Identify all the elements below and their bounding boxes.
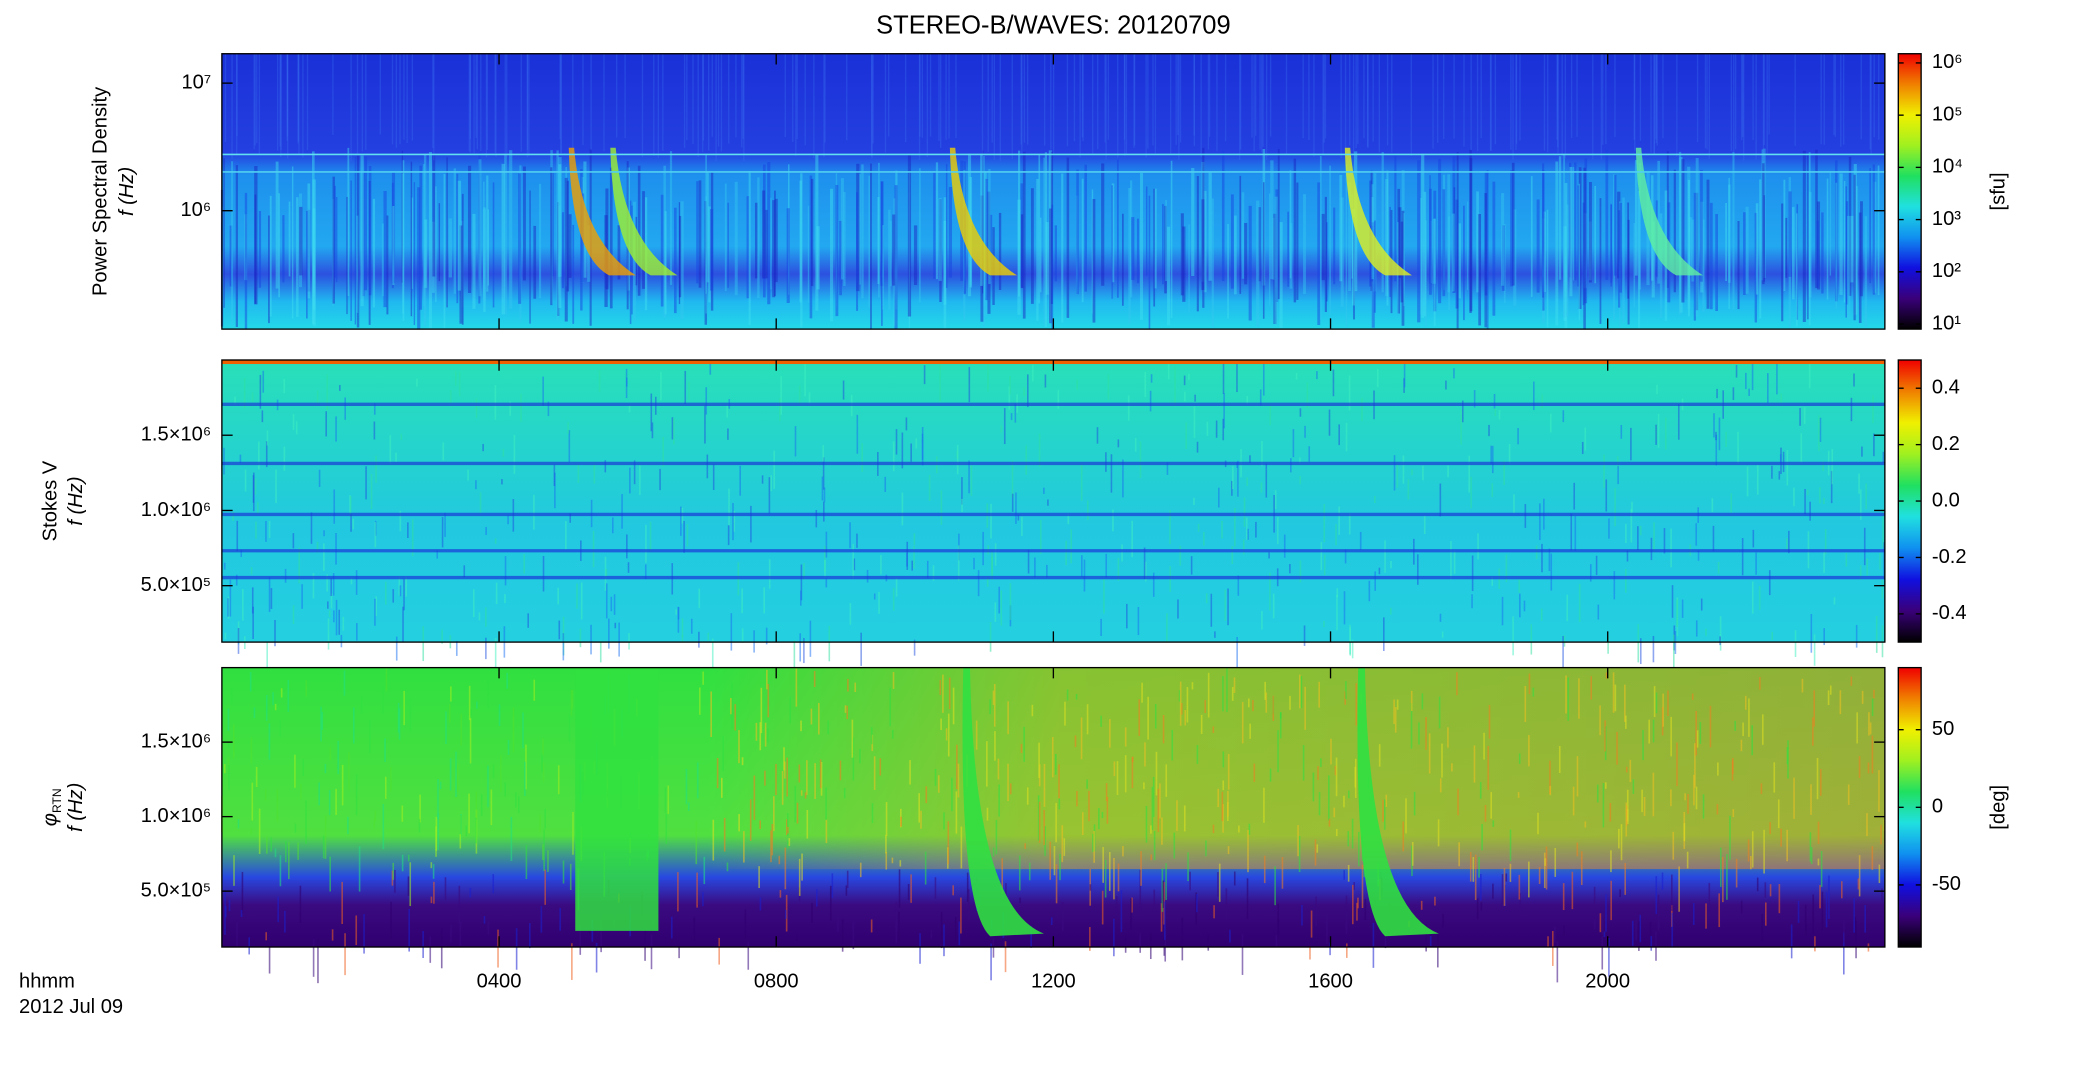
colorbar-tick-label: -0.2 [1932,546,1967,568]
spectrogram-background [221,360,1885,643]
colorbar-tick-label: 0.0 [1932,489,1960,511]
colorbar [1897,53,1922,330]
x-tick-label: 0800 [754,970,799,992]
y-tick-label: 10⁶ [180,199,211,221]
colorbar-tick-label: 10¹ [1932,312,1961,334]
x-axis-label: hhmm [19,970,75,992]
y-tick-label: 5.0×10⁵ [141,574,211,596]
y-axis-label: f (Hz) [65,783,87,832]
spectrogram-burst [610,147,678,276]
colorbar-tick-label: 0 [1932,796,1943,818]
spectrogram-burst [1357,667,1439,937]
colorbar-tick-label: 10⁶ [1932,51,1963,73]
colorbar-tick-label: 10⁴ [1932,156,1963,178]
colorbar-label: [sfu] [1987,172,2009,210]
spectrogram-texture [575,667,659,931]
y-axis-label: f (Hz) [116,167,138,216]
colorbar-tick-label: 0.4 [1932,377,1960,399]
spectrogram-burst [1635,147,1704,276]
colorbar-label: [deg] [1987,785,2009,830]
y-axis-label: Power Spectral Density [89,86,111,296]
spectrogram-burst [1344,147,1412,276]
spectrogram-burst [568,147,636,276]
colorbar-tick-label: 10³ [1932,208,1961,230]
y-axis-label-subscript: RTN [50,788,64,813]
x-tick-label: 2000 [1585,970,1630,992]
colorbar-tick-label: 10⁵ [1932,103,1963,125]
y-tick-label: 1.0×10⁶ [141,805,211,827]
x-tick-label: 1600 [1308,970,1353,992]
spectrogram-burst [949,147,1018,276]
y-tick-label: 10⁷ [181,71,211,93]
spectrogram-background [221,53,1885,330]
colorbar-tick-label: 50 [1932,718,1954,740]
colorbar-tick-label: -0.4 [1932,602,1967,624]
x-tick-label: 1200 [1031,970,1076,992]
y-tick-label: 1.5×10⁶ [141,730,211,752]
y-tick-label: 1.5×10⁶ [141,424,211,446]
x-axis-label: 2012 Jul 09 [19,996,123,1018]
chart-title: STEREO-B/WAVES: 20120709 [876,12,1231,40]
y-tick-label: 1.0×10⁶ [141,499,211,521]
spectrogram [221,360,1885,675]
colorbar-tick-label: -50 [1932,873,1961,895]
spectrogram [221,667,1886,984]
colorbar-tick-label: 0.2 [1932,433,1960,455]
x-tick-label: 0400 [477,970,522,992]
y-axis-label: Stokes V [40,460,62,541]
spectrogram-texture [706,667,1885,870]
y-axis-label: f (Hz) [65,476,87,525]
spectrogram [220,53,1885,330]
spectrogram-burst [962,667,1044,937]
y-axis-label: φRTN [40,788,65,826]
y-tick-label: 5.0×10⁵ [141,879,211,901]
colorbar-tick-label: 10² [1932,260,1961,282]
